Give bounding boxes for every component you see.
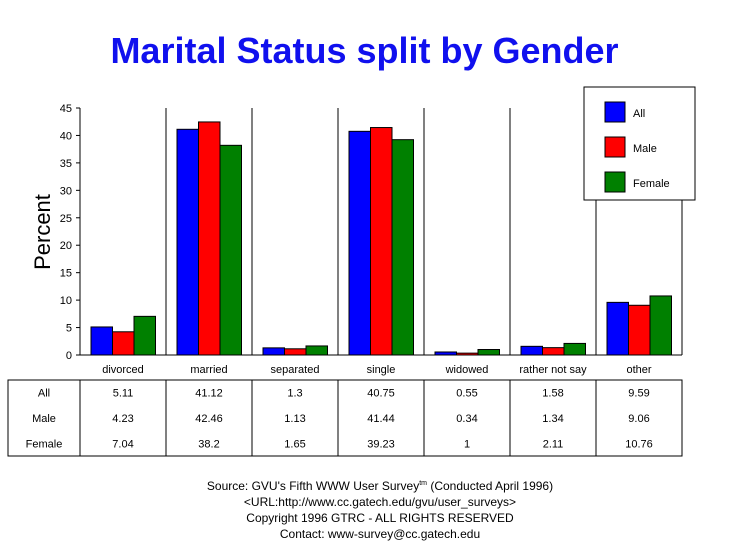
table-cell: 7.04 (112, 438, 133, 450)
table-cell: 2.11 (543, 438, 564, 450)
category-label: widowed (445, 364, 489, 376)
y-tick-label: 10 (60, 295, 72, 307)
bar-male-other (628, 304, 651, 356)
table-cell: 40.75 (367, 388, 395, 400)
footer-source: Source: GVU's Fifth WWW User Survey (206, 479, 420, 493)
table-cell: 0.34 (456, 413, 477, 425)
table-cell: 38.2 (198, 438, 219, 450)
bar-all-married (176, 128, 199, 356)
table-cell: 5.11 (113, 388, 134, 400)
y-tick-label: 0 (66, 350, 72, 362)
bar-all-separated (262, 347, 285, 356)
table-cell: 41.12 (195, 388, 223, 400)
table-row-label: All (38, 388, 50, 400)
category-label: single (367, 364, 396, 376)
category-label: other (626, 364, 651, 376)
bar-all-single (348, 130, 371, 356)
bar-female-single (391, 139, 414, 356)
legend-swatch-female (604, 171, 626, 193)
bar-male-single (370, 127, 393, 356)
legend-swatch-all (604, 101, 626, 123)
y-tick-label: 25 (60, 213, 72, 225)
table-cell: 1.34 (542, 413, 563, 425)
footer-contact: Contact: www-survey@cc.gatech.edu (279, 527, 481, 541)
bar-all-rather-not-say (520, 345, 543, 356)
bar-male-married (198, 121, 221, 356)
footer-tm: tm (419, 480, 428, 487)
table-row-label: Male (32, 413, 56, 425)
footer-url: <URL:http://www.cc.gatech.edu/gvu/user_s… (243, 495, 517, 509)
bar-male-separated (284, 348, 307, 356)
y-tick-label: 40 (60, 130, 72, 142)
legend-label-female: Female (633, 178, 670, 190)
footer-copyright: Copyright 1996 GTRC - ALL RIGHTS RESERVE… (246, 511, 514, 525)
table-cell: 1.58 (542, 388, 563, 400)
y-tick-label: 45 (60, 103, 72, 115)
y-tick-label: 30 (60, 185, 72, 197)
bar-all-widowed (434, 351, 457, 356)
bar-male-rather-not-say (542, 347, 565, 356)
table-cell: 1.65 (284, 438, 305, 450)
category-label: rather not say (519, 364, 587, 376)
bar-female-married (219, 144, 242, 356)
bar-male-divorced (112, 331, 135, 356)
legend-box (583, 86, 696, 201)
table-cell: 4.23 (112, 413, 133, 425)
bar-all-divorced (90, 326, 113, 356)
data-table-border (7, 379, 683, 457)
table-cell: 9.59 (628, 388, 649, 400)
table-cell: 0.55 (456, 388, 477, 400)
bar-female-widowed (477, 349, 500, 356)
footer: Source: GVU's Fifth WWW User Surveytm (C… (0, 476, 729, 542)
y-tick-label: 35 (60, 158, 72, 170)
legend-label-male: Male (633, 143, 657, 155)
chart-title: Marital Status split by Gender (110, 30, 619, 71)
y-tick-label: 15 (60, 268, 72, 280)
category-label: married (190, 364, 227, 376)
table-row-label: Female (26, 438, 63, 450)
table-cell: 41.44 (367, 413, 395, 425)
table-cell: 10.76 (625, 438, 653, 450)
legend-label-all: All (633, 108, 645, 120)
table-cell: 9.06 (628, 413, 649, 425)
table-cell: 1.13 (284, 413, 305, 425)
footer-conducted: (Conducted April 1996) (427, 479, 554, 493)
category-label: divorced (102, 364, 144, 376)
table-cell: 39.23 (367, 438, 395, 450)
table-cell: 1.3 (287, 388, 302, 400)
table-cell: 42.46 (195, 413, 223, 425)
table-cell: 1 (464, 438, 470, 450)
bar-all-other (606, 301, 629, 356)
y-tick-label: 20 (60, 240, 72, 252)
bar-female-rather-not-say (563, 342, 586, 356)
y-axis-label: Percent (30, 194, 55, 270)
y-tick-label: 5 (66, 323, 72, 335)
legend-swatch-male (604, 136, 626, 158)
category-label: separated (271, 364, 320, 376)
bar-female-divorced (133, 315, 156, 356)
bar-female-separated (305, 345, 328, 356)
bar-female-other (649, 295, 672, 356)
bar-male-widowed (456, 352, 479, 356)
